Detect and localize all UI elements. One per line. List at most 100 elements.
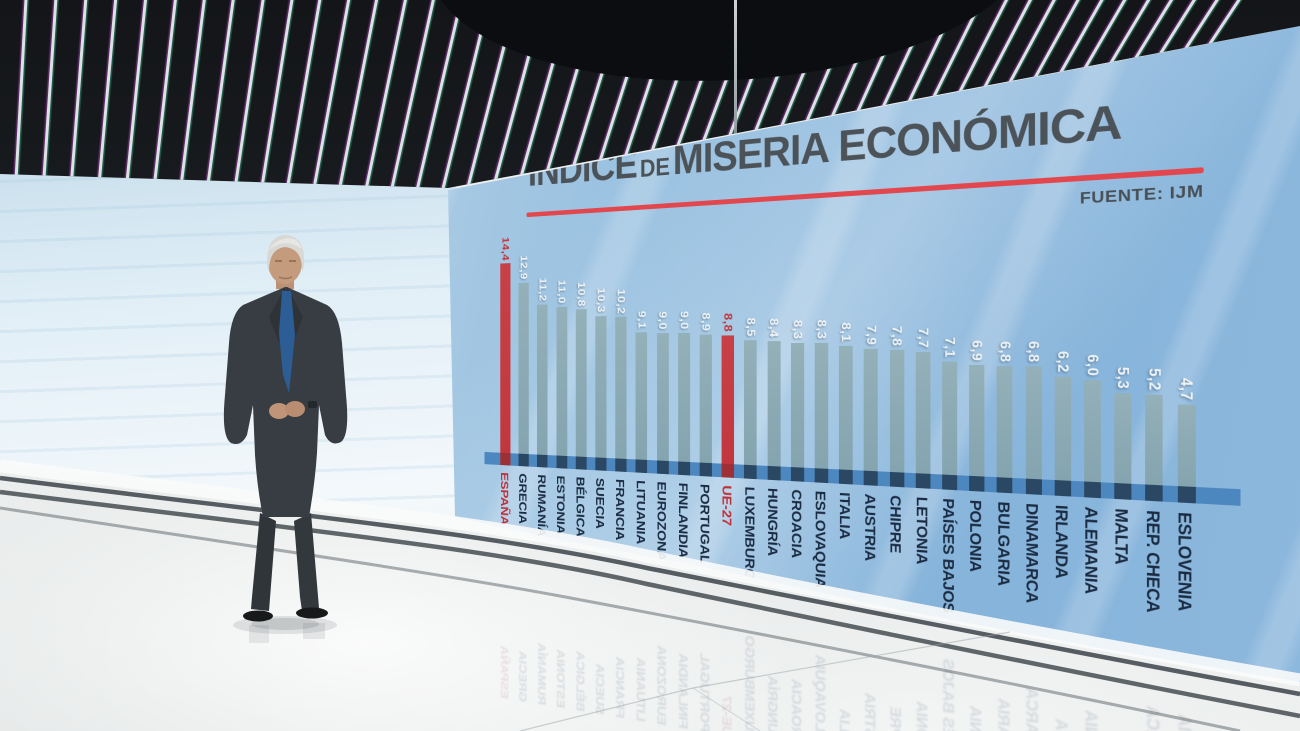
reflection-label-ESLOVENIA: ESLOVENIA bbox=[1174, 713, 1196, 731]
reflection-label-IRLANDA: IRLANDA bbox=[1051, 718, 1071, 731]
category-label-DINAMARCA: DINAMARCA bbox=[1022, 502, 1042, 605]
bar-UE-27 bbox=[721, 335, 735, 478]
bar-LETONIA bbox=[915, 351, 931, 489]
presenter-watch bbox=[308, 401, 317, 408]
category-label-PAÍSES BAJOS: PAÍSES BAJOS bbox=[938, 497, 958, 614]
bar-PORTUGAL bbox=[699, 334, 712, 477]
category-label-LITUANIA: LITUANIA bbox=[633, 479, 648, 545]
category-label-ITALIA: ITALIA bbox=[836, 491, 853, 540]
value-label-ESPAÑA: 14,4 bbox=[500, 236, 512, 261]
reflection-label-DINAMARCA: DINAMARCA bbox=[1022, 687, 1041, 731]
bar-ITALIA bbox=[839, 345, 853, 485]
bar-ESLOVENIA bbox=[1177, 403, 1196, 504]
bar-LUXEMBURGO bbox=[744, 339, 758, 480]
reflection-label-LETONIA: LETONIA bbox=[912, 700, 930, 731]
reflection-label-GRECIA: GRECIA bbox=[516, 650, 529, 703]
presenter-shoe-right bbox=[296, 607, 328, 619]
reflection-label-CHIPRE: CHIPRE bbox=[886, 706, 903, 731]
value-label-ESLOVENIA: 4,7 bbox=[1177, 377, 1197, 401]
reflection-label-RUMANÍA: RUMANÍA bbox=[535, 642, 548, 707]
value-label-ALEMANIA: 6,0 bbox=[1084, 354, 1103, 377]
value-label-UE-27: 8,8 bbox=[721, 313, 736, 333]
category-label-GRECIA: GRECIA bbox=[516, 472, 529, 525]
reflection-label-ESTONIA: ESTONIA bbox=[553, 648, 567, 710]
value-label-ITALIA: 8,1 bbox=[839, 322, 854, 343]
reflection-label-SUECIA: SUECIA bbox=[592, 662, 607, 716]
reflection-label-HUNGRÍA: HUNGRÍA bbox=[764, 674, 781, 731]
category-label-MALTA: MALTA bbox=[1110, 507, 1132, 566]
bar-POLONIA bbox=[969, 364, 985, 492]
value-label-BULGARIA: 6,8 bbox=[997, 341, 1014, 363]
value-label-SUECIA: 10,3 bbox=[595, 287, 608, 314]
category-label-LETONIA: LETONIA bbox=[912, 496, 931, 566]
category-label-CHIPRE: CHIPRE bbox=[886, 494, 904, 554]
value-label-REP. CHECA: 5,2 bbox=[1145, 368, 1165, 392]
category-label-RUMANÍA: RUMANÍA bbox=[535, 474, 548, 538]
category-label-POLONIA: POLONIA bbox=[966, 499, 985, 573]
category-label-HUNGRÍA: HUNGRÍA bbox=[764, 487, 781, 557]
bar-ESPAÑA bbox=[500, 263, 511, 466]
reflection-label-FINLANDIA: FINLANDIA bbox=[675, 652, 690, 731]
presenter-leg-right bbox=[294, 513, 319, 611]
reflection-label-EUROZONA: EUROZONA bbox=[654, 644, 669, 727]
value-label-EUROZONA: 9,0 bbox=[656, 311, 670, 331]
value-label-LETONIA: 7,7 bbox=[915, 327, 932, 349]
value-label-CHIPRE: 7,8 bbox=[889, 326, 905, 347]
reflection-label-PAÍSES BAJOS: PAÍSES BAJOS bbox=[938, 657, 958, 731]
category-label-BULGARIA: BULGARIA bbox=[993, 500, 1013, 588]
category-label-UE-27: UE-27 bbox=[719, 484, 735, 527]
bar-IRLANDA bbox=[1054, 376, 1071, 497]
bar-EUROZONA bbox=[656, 333, 669, 475]
bar-CROACIA bbox=[790, 342, 804, 482]
category-label-EUROZONA: EUROZONA bbox=[654, 481, 669, 562]
bar-PAÍSES BAJOS bbox=[942, 361, 958, 491]
bar-ESLOVAQUIA bbox=[814, 342, 829, 484]
category-label-REP. CHECA: REP. CHECA bbox=[1141, 509, 1164, 614]
category-label-CROACIA: CROACIA bbox=[787, 488, 804, 559]
value-label-CROACIA: 8,3 bbox=[790, 319, 805, 340]
value-label-LITUANIA: 9,1 bbox=[635, 310, 649, 330]
value-label-HUNGRÍA: 8,4 bbox=[767, 318, 782, 339]
value-label-FINLANDIA: 9,0 bbox=[677, 311, 691, 331]
category-label-ESTONIA: ESTONIA bbox=[553, 475, 567, 535]
reflection-label-BULGARIA: BULGARIA bbox=[994, 697, 1013, 731]
chart-title-part2: DE bbox=[639, 151, 670, 183]
bar-SUECIA bbox=[595, 315, 607, 471]
value-label-IRLANDA: 6,2 bbox=[1054, 351, 1073, 374]
presenter-leg-left bbox=[251, 513, 276, 611]
bar-RUMANÍA bbox=[537, 304, 548, 468]
reflection-label-ITALIA: ITALIA bbox=[836, 708, 853, 731]
category-label-BÉLGICA: BÉLGICA bbox=[573, 476, 587, 538]
value-label-DINAMARCA: 6,8 bbox=[1025, 341, 1043, 364]
category-label-FRANCIA: FRANCIA bbox=[612, 478, 627, 541]
value-label-ESLOVAQUIA: 8,3 bbox=[814, 319, 830, 340]
value-label-AUSTRIA: 7,9 bbox=[864, 324, 880, 346]
bar-FRANCIA bbox=[615, 316, 627, 472]
value-label-ESTONIA: 11,0 bbox=[556, 279, 568, 305]
presenter bbox=[223, 235, 348, 643]
category-label-ESLOVAQUIA: ESLOVAQUIA bbox=[811, 490, 829, 589]
category-label-SUECIA: SUECIA bbox=[592, 477, 607, 530]
category-label-IRLANDA: IRLANDA bbox=[1050, 504, 1071, 580]
presenter-shoe-left bbox=[243, 610, 273, 622]
bar-DINAMARCA bbox=[1025, 366, 1042, 495]
value-label-POLONIA: 6,9 bbox=[969, 339, 986, 362]
reflection-label-BÉLGICA: BÉLGICA bbox=[573, 650, 587, 713]
bar-HUNGRÍA bbox=[767, 341, 781, 481]
ceiling-dark-arch bbox=[423, 0, 1037, 96]
reflection-label-FRANCIA: FRANCIA bbox=[612, 655, 627, 720]
chart-source: FUENTE: IJM bbox=[1079, 181, 1204, 209]
bar-BULGARIA bbox=[997, 366, 1013, 494]
bar-BÉLGICA bbox=[575, 309, 587, 470]
reflection-label-REP. CHECA: REP. CHECA bbox=[1142, 705, 1163, 731]
category-label-ESPAÑA: ESPAÑA bbox=[498, 471, 511, 526]
plot-area: 14,4 12,9 11,2 11,0 10,8 10,3 10,2 9,1 9,0 9,0 8,9… bbox=[484, 214, 1241, 506]
category-label-ESLOVENIA: ESLOVENIA bbox=[1173, 511, 1196, 613]
reflection-label-ESPAÑA: ESPAÑA bbox=[498, 644, 511, 700]
value-label-FRANCIA: 10,2 bbox=[615, 288, 628, 315]
bar-CHIPRE bbox=[889, 349, 904, 488]
bar-FINLANDIA bbox=[677, 332, 690, 476]
bar-ALEMANIA bbox=[1084, 380, 1101, 499]
bar-ESTONIA bbox=[556, 306, 567, 469]
